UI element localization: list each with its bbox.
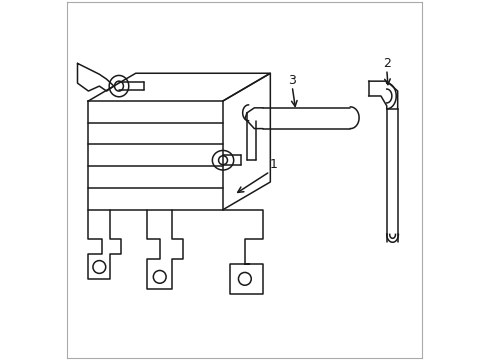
Text: 2: 2 xyxy=(382,58,390,71)
Text: 3: 3 xyxy=(287,74,296,87)
Text: 1: 1 xyxy=(269,158,277,171)
